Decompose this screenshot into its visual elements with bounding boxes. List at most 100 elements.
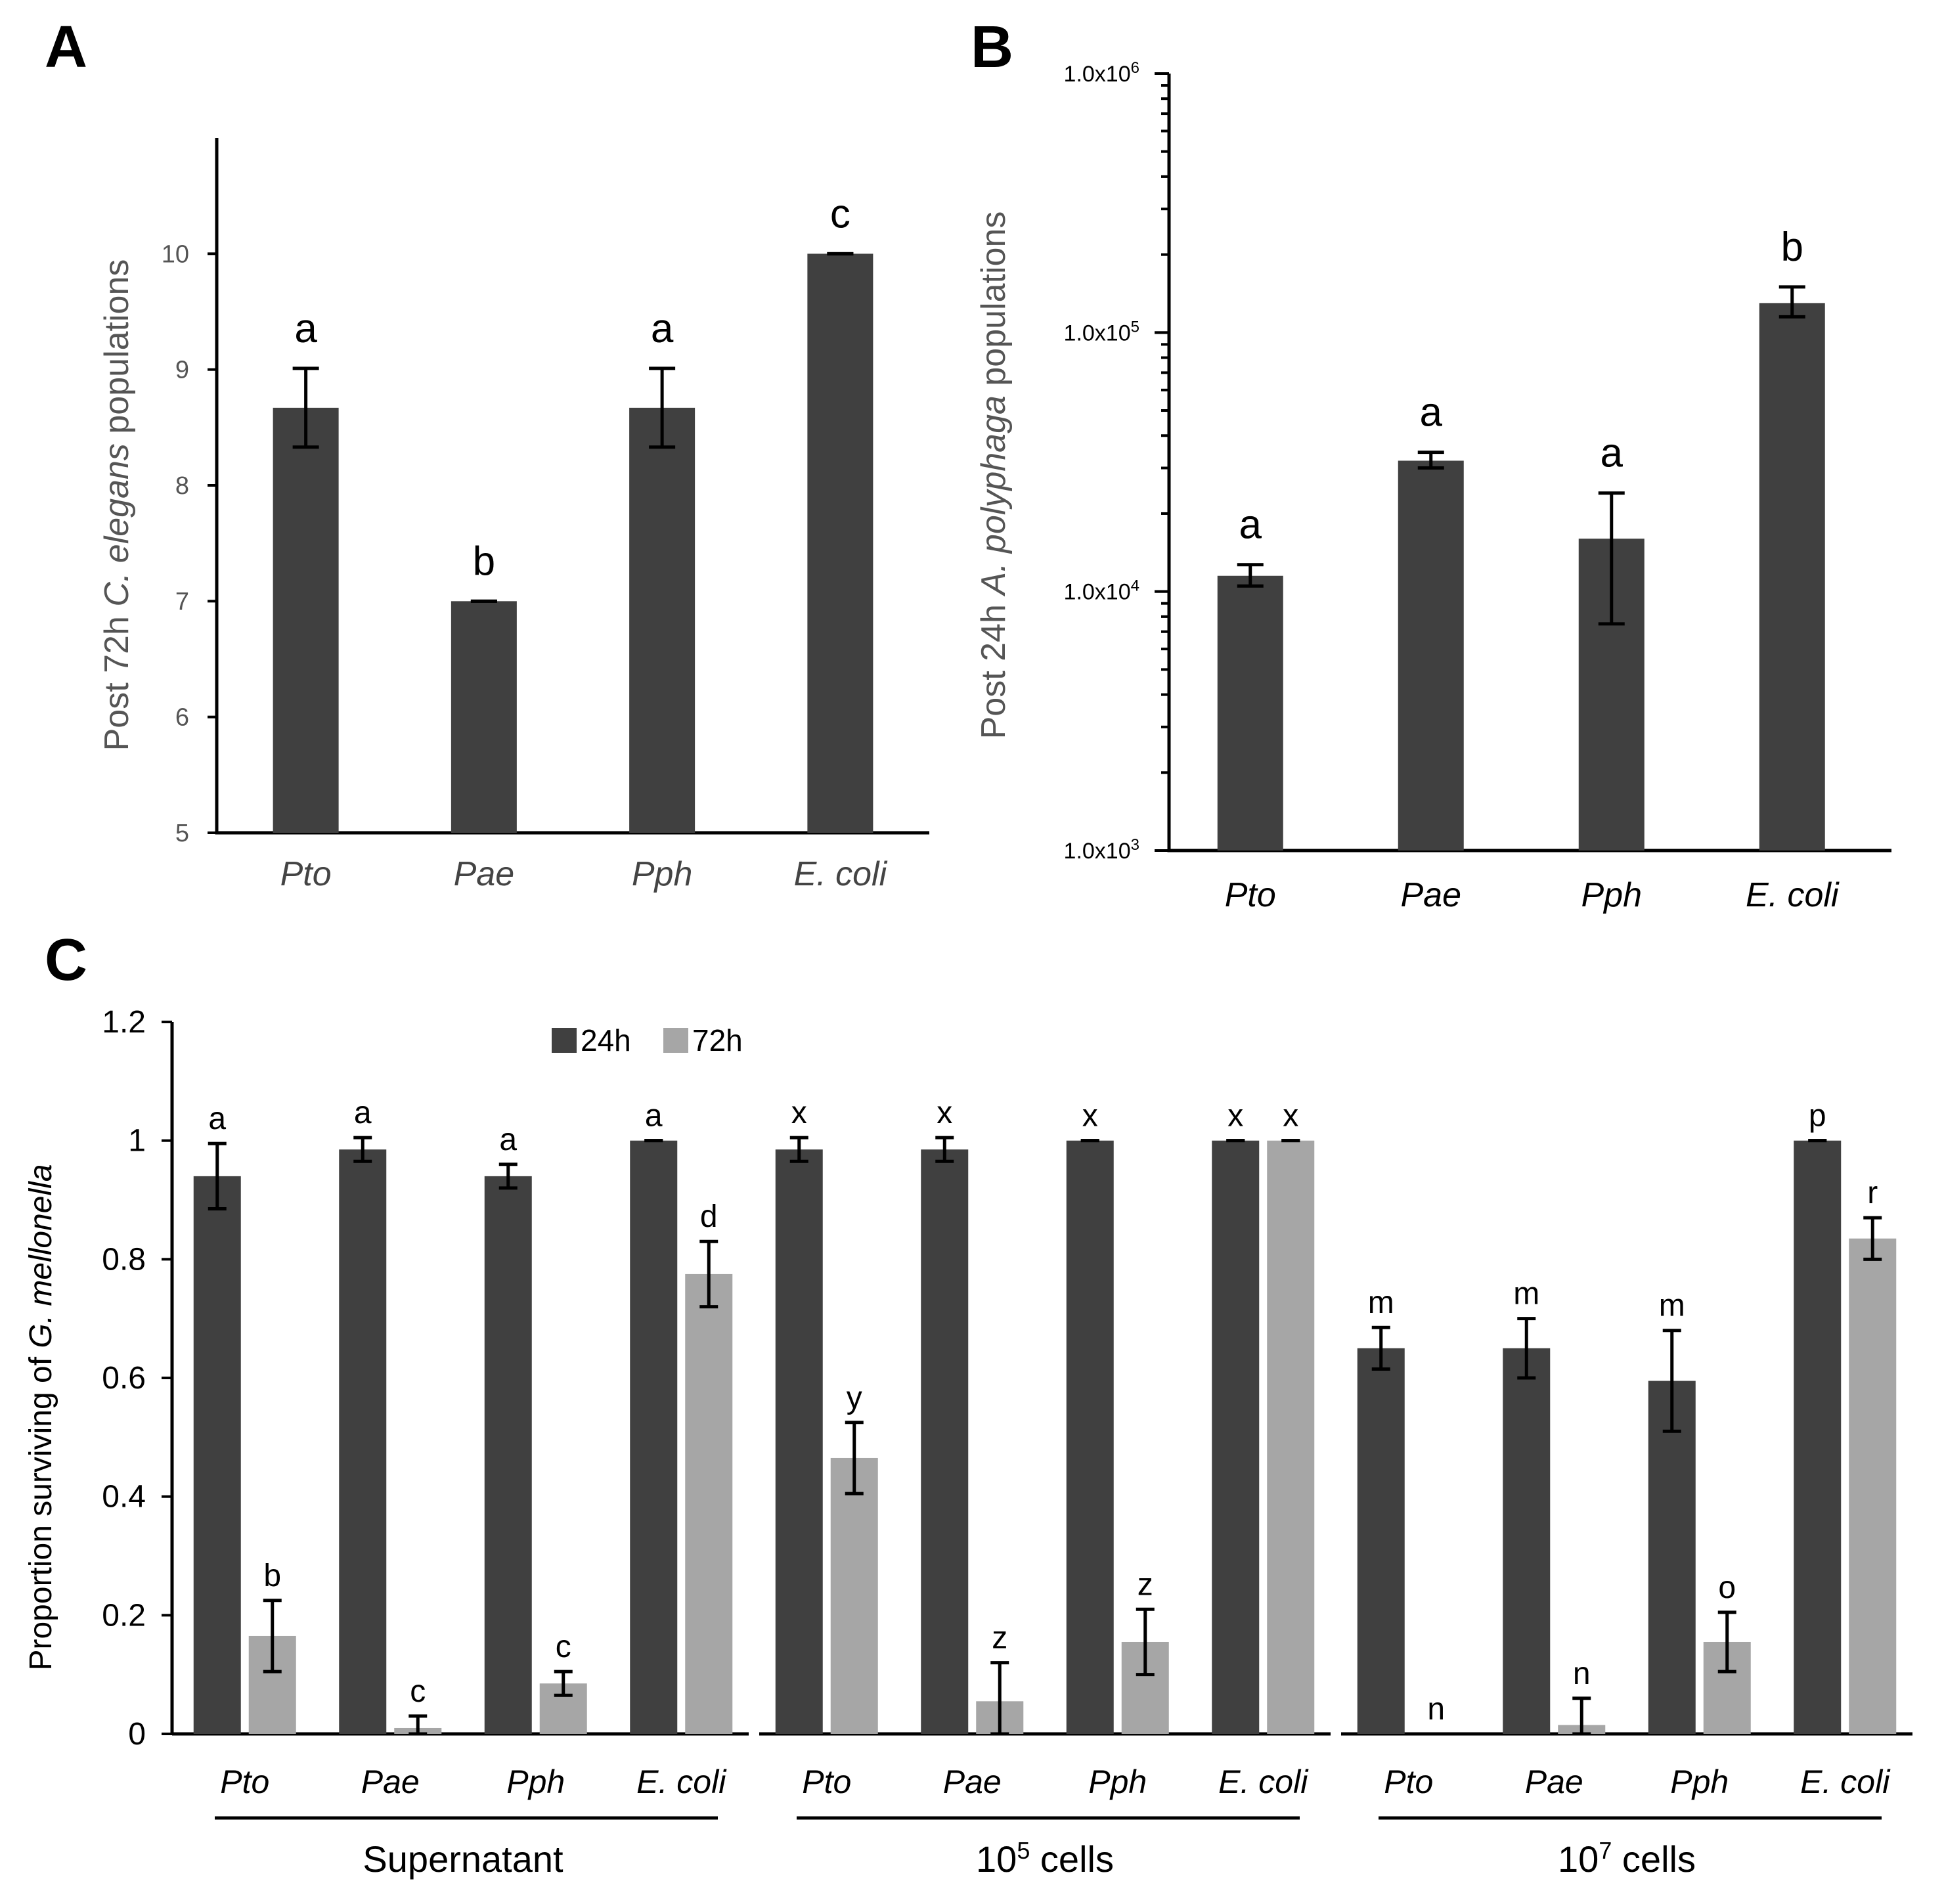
panel-a-sig-letter: c (830, 191, 850, 236)
panel-c-category-label: Pae (1525, 1763, 1583, 1800)
panel-c-label: C (45, 927, 87, 993)
panel-a-ytick-label: 7 (175, 588, 189, 615)
panel-c-category-label: E. coli (636, 1763, 727, 1800)
panel-b-ytick-exp: 6 (1131, 59, 1139, 77)
panel-a-ytick-label: 6 (175, 704, 189, 732)
panel-c-bar-72h (685, 1273, 733, 1734)
panel-b-sig-letter: a (1601, 431, 1624, 476)
panel-b-ytick-base: 1.0x10 (1064, 62, 1131, 87)
panel-c-group-label-sup: 5 (1017, 1837, 1030, 1864)
panel-c-ytick-label: 0.2 (102, 1598, 146, 1633)
panel-a-bar (451, 601, 517, 833)
panel-c-sig-letter: m (1368, 1285, 1394, 1320)
panel-c-bar-24h (1794, 1140, 1842, 1734)
panel-c-bar-24h (1648, 1381, 1696, 1734)
panel-c-category-label: Pto (1384, 1763, 1433, 1800)
panel-c-group-label: 105 cells (976, 1837, 1114, 1880)
panel-c-group-label-rest: cells (1030, 1838, 1114, 1880)
panel-c-category-label: Pae (943, 1763, 1002, 1800)
panel-b-sig-letter: a (1420, 390, 1443, 435)
panel-a-label: A (45, 14, 87, 80)
panel-b-bar (1398, 460, 1464, 851)
panel-a-ytick-label: 8 (175, 472, 189, 500)
panel-c-bar-24h (1503, 1348, 1551, 1734)
panel-b-ytick-base: 1.0x10 (1064, 839, 1131, 864)
panel-c-sig-letter: x (791, 1096, 807, 1130)
panel-c-ytick-label: 0.6 (102, 1361, 146, 1396)
legend-swatch-24h (552, 1028, 577, 1053)
panel-c: C 0 0.2 0.4 0.6 0.8 1 1.2 24h 72h a b Pto a c Pae a c Pph a… (24, 927, 1912, 1880)
panel-c-sig-letter: x (1227, 1099, 1243, 1134)
panel-a-ylabel-part: Post 72h (98, 607, 136, 751)
panel-c-bar-72h (1267, 1140, 1315, 1734)
panel-c-group-label: Supernatant (363, 1838, 563, 1880)
panel-c-sig-letter: x (1082, 1099, 1098, 1134)
panel-b-ytick-label: 1.0x103 (1064, 836, 1139, 864)
panel-c-sig-letter: c (556, 1629, 571, 1664)
panel-c-category-label: Pph (1670, 1763, 1729, 1800)
panel-c-ytick-label: 1.2 (102, 1005, 146, 1040)
panel-c-group-label-base: 10 (976, 1838, 1017, 1880)
panel-a: A 5 6 7 8 9 10 a Pto b Pae a Pph c E. coli Post 72h C. … (45, 14, 929, 893)
panel-c-bar-24h (1212, 1140, 1260, 1734)
panel-a-ytick-label: 5 (175, 820, 189, 847)
panel-c-category-label: E. coli (1218, 1763, 1309, 1800)
panel-b-ytick-label: 1.0x106 (1064, 59, 1139, 87)
panel-c-ylabel: Proportion surviving of G. mellonella (24, 1164, 58, 1670)
panel-b-bar (1759, 303, 1825, 851)
panel-a-sig-letter: b (473, 539, 495, 584)
legend-label-24h: 24h (581, 1023, 631, 1057)
panel-b-ytick-base: 1.0x10 (1064, 321, 1131, 345)
panel-b-ytick-base: 1.0x10 (1064, 580, 1131, 605)
panel-a-category-label: Pph (632, 855, 693, 893)
panel-c-bar-24h (484, 1176, 532, 1734)
panel-c-bar-24h (630, 1140, 678, 1734)
panel-a-category-label: E. coli (794, 855, 888, 893)
panel-b-label: B (971, 14, 1013, 80)
panel-c-sig-letter: x (937, 1096, 952, 1130)
panel-c-category-label: Pae (361, 1763, 420, 1800)
panel-c-group-label-base: 10 (1558, 1838, 1599, 1880)
panel-a-bar (629, 407, 696, 833)
panel-b-ytick-exp: 3 (1131, 836, 1139, 854)
panel-a-category-label: Pto (280, 855, 332, 893)
panel-c-group-label-sup: 7 (1599, 1837, 1612, 1864)
panel-c-ytick-label: 0.8 (102, 1242, 146, 1277)
panel-c-sig-letter: y (847, 1381, 862, 1415)
panel-b-sig-letter: b (1781, 225, 1803, 270)
panel-c-sig-letter: a (208, 1101, 226, 1136)
panel-a-ytick-label: 9 (175, 357, 189, 384)
panel-a-sig-letter: a (294, 306, 317, 351)
panel-b-bar (1217, 575, 1283, 851)
panel-a-ylabel-part: populations (98, 259, 136, 443)
panel-c-ytick-label: 1 (128, 1124, 146, 1159)
panel-b-category-label: Pto (1225, 876, 1276, 914)
panel-c-sig-letter: z (1138, 1567, 1153, 1602)
panel-c-bar-24h (775, 1149, 823, 1734)
panel-c-sig-letter: p (1809, 1099, 1826, 1134)
panel-c-sig-letter: a (354, 1096, 372, 1130)
panel-c-ytick-label: 0 (128, 1717, 146, 1752)
panel-c-sig-letter: n (1573, 1656, 1591, 1691)
panel-c-group-label-base: Supernatant (363, 1838, 563, 1880)
panel-b-ylabel: Post 24h A. polyphaga populations (975, 211, 1013, 740)
panel-c-sig-letter: o (1718, 1570, 1736, 1605)
panel-b-ylabel-part: populations (975, 211, 1013, 395)
panel-b: B 1.0x1061.0x1051.0x1041.0x103aPtoaPaeaPp… (971, 14, 1891, 914)
panel-a-ylabel: Post 72h C. elegans populations (98, 259, 136, 751)
panel-c-bar-24h (1066, 1140, 1114, 1734)
panel-b-category-label: E. coli (1746, 876, 1840, 914)
panel-a-category-label: Pae (454, 855, 515, 893)
panel-c-sig-letter: a (645, 1099, 663, 1134)
panel-c-sig-letter: x (1283, 1099, 1298, 1134)
panel-c-sig-letter: r (1867, 1176, 1878, 1210)
panel-c-bar-24h (339, 1149, 387, 1734)
panel-c-ylabel-part: G. mellonella (24, 1164, 58, 1348)
panel-c-bar-72h (1849, 1238, 1897, 1734)
panel-c-sig-letter: m (1659, 1289, 1685, 1323)
panel-c-sig-letter: c (410, 1674, 426, 1709)
panel-a-bar (273, 407, 339, 833)
panel-c-sig-letter: d (700, 1199, 718, 1234)
panel-c-sig-letter: n (1427, 1692, 1445, 1727)
